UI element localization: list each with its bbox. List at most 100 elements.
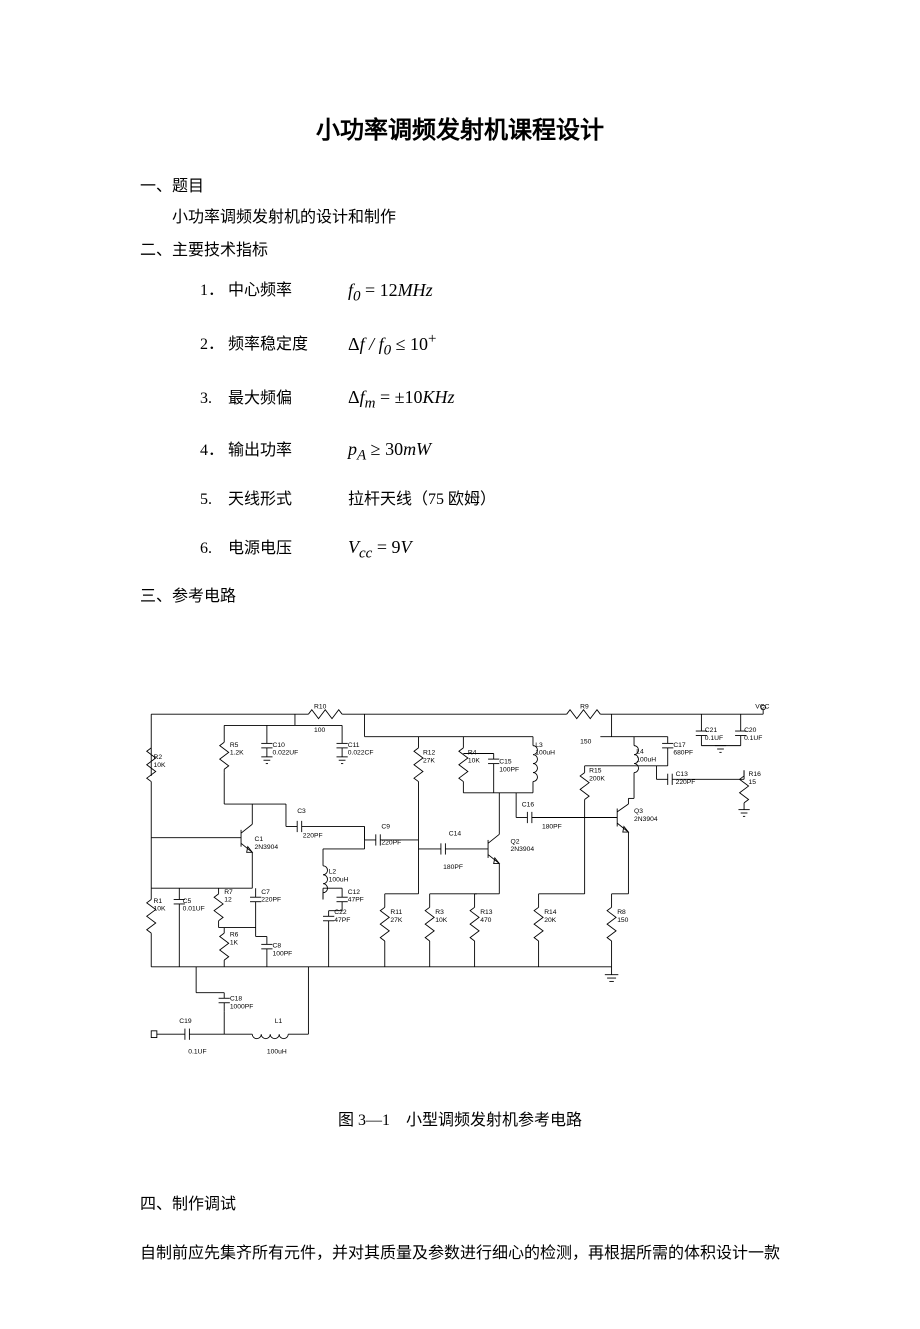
circuit-label: R2 xyxy=(153,754,162,761)
circuit-label: 100uH xyxy=(329,877,349,884)
circuit-label: C9 xyxy=(381,824,390,831)
circuit-label: C8 xyxy=(272,943,281,950)
circuit-label: R6 xyxy=(230,932,239,939)
circuit-label: 47PF xyxy=(334,917,350,924)
circuit-label: C19 xyxy=(179,1018,192,1025)
circuit-label: 10K xyxy=(435,917,447,924)
circuit-label: R15 xyxy=(589,768,602,775)
circuit-label: 0.01UF xyxy=(183,906,205,913)
circuit-label: C3 xyxy=(297,808,306,815)
circuit-label: 0.022CF xyxy=(348,750,374,757)
circuit-label: C11 xyxy=(348,742,360,749)
spec-row: 5.天线形式拉杆天线（75 欧姆） xyxy=(200,486,780,515)
circuit-label: C18 xyxy=(230,996,243,1003)
spec-formula: 拉杆天线（75 欧姆） xyxy=(348,486,496,515)
circuit-figure: R10100R9150VCCR210KR51.2KC100.022UFC110.… xyxy=(140,662,780,1092)
circuit-label: 100uH xyxy=(636,756,656,763)
circuit-diagram: R10100R9150VCCR210KR51.2KC100.022UFC110.… xyxy=(140,662,780,1092)
section2-heading: 二、主要技术指标 xyxy=(140,237,780,266)
circuit-label: 2N3904 xyxy=(255,844,279,851)
circuit-label: Q3 xyxy=(634,808,643,815)
circuit-label: 220PF xyxy=(676,779,696,786)
circuit-label: L3 xyxy=(535,742,543,749)
circuit-label: 100PF xyxy=(272,951,292,958)
circuit-label: R7 xyxy=(224,889,233,896)
circuit-label: R16 xyxy=(749,771,762,778)
spec-num: 2． xyxy=(200,331,228,360)
circuit-label: 100 xyxy=(314,727,325,734)
circuit-label: L4 xyxy=(636,749,644,756)
circuit-label: 2N3904 xyxy=(511,846,535,853)
circuit-label: C13 xyxy=(676,771,689,778)
spec-row: 6.电源电压Vcc = 9V xyxy=(200,531,780,568)
circuit-label: R3 xyxy=(435,909,444,916)
circuit-label: 680PF xyxy=(673,750,693,757)
circuit-label: 20K xyxy=(544,917,556,924)
circuit-label: 10K xyxy=(468,758,480,765)
circuit-label: 47PF xyxy=(348,897,364,904)
circuit-label: C12 xyxy=(348,889,361,896)
circuit-label: 180PF xyxy=(542,824,562,831)
circuit-label: 0.1UF xyxy=(188,1048,206,1055)
page-title: 小功率调频发射机课程设计 xyxy=(140,110,780,153)
spec-row: 3.最大频偏Δfm = ±10KHz xyxy=(200,381,780,418)
circuit-label: C1 xyxy=(255,836,264,843)
circuit-label: 15 xyxy=(749,779,757,786)
circuit-label: R14 xyxy=(544,909,557,916)
circuit-label: 10K xyxy=(153,762,165,769)
circuit-label: 0.022UF xyxy=(272,750,298,757)
spec-formula: f0 = 12MHz xyxy=(348,274,433,311)
circuit-label: R5 xyxy=(230,742,239,749)
spec-num: 5. xyxy=(200,486,228,515)
spec-row: 4．输出功率pA ≥ 30mW xyxy=(200,433,780,470)
circuit-label: 0.1UF xyxy=(744,735,762,742)
circuit-label: C14 xyxy=(449,831,462,838)
spec-num: 3. xyxy=(200,385,228,414)
circuit-label: 27K xyxy=(423,758,435,765)
section1-subtitle: 小功率调频发射机的设计和制作 xyxy=(172,204,780,233)
spec-label: 最大频偏 xyxy=(228,385,348,414)
spec-row: 1．中心频率f0 = 12MHz xyxy=(200,274,780,311)
circuit-label: 100uH xyxy=(535,750,555,757)
circuit-label: C7 xyxy=(261,889,270,896)
circuit-label: C15 xyxy=(499,759,512,766)
circuit-label: R12 xyxy=(423,750,436,757)
circuit-label: 10K xyxy=(153,906,165,913)
spec-num: 4． xyxy=(200,437,228,466)
circuit-label: R1 xyxy=(153,898,162,905)
circuit-label: 1000PF xyxy=(230,1004,254,1011)
circuit-label: 100PF xyxy=(499,767,519,774)
circuit-label: 100uH xyxy=(267,1048,287,1055)
circuit-label: R4 xyxy=(468,750,477,757)
circuit-label: 180PF xyxy=(443,864,463,871)
spec-label: 天线形式 xyxy=(228,486,348,515)
section4-para1: 自制前应先集齐所有元件，并对其质量及参数进行细心的检测，再根据所需的体积设计一款 xyxy=(140,1240,780,1269)
circuit-label: 1K xyxy=(230,940,239,947)
circuit-label: R11 xyxy=(390,909,402,916)
spec-formula: Vcc = 9V xyxy=(348,531,411,568)
spec-list: 1．中心频率f0 = 12MHz 2．频率稳定度Δf / f0 ≤ 10+ 3.最大… xyxy=(200,274,780,568)
circuit-label: C5 xyxy=(183,898,192,905)
circuit-label: 27K xyxy=(390,917,402,924)
spec-label: 中心频率 xyxy=(228,277,348,306)
circuit-label: C20 xyxy=(744,727,757,734)
circuit-label: R13 xyxy=(480,909,493,916)
circuit-label: C16 xyxy=(522,801,535,808)
section1-heading: 一、题目 xyxy=(140,173,780,202)
circuit-label: L1 xyxy=(275,1018,283,1025)
circuit-label: 1.2K xyxy=(230,750,244,757)
circuit-label: C21 xyxy=(705,727,718,734)
circuit-label: 0.1UF xyxy=(705,735,723,742)
circuit-label: 470 xyxy=(480,917,491,924)
circuit-label: C17 xyxy=(673,742,686,749)
circuit-label: 2N3904 xyxy=(634,816,658,823)
section4-heading: 四、制作调试 xyxy=(140,1191,780,1220)
circuit-label: C10 xyxy=(272,742,285,749)
circuit-label: 220PF xyxy=(261,897,281,904)
section3-heading: 三、参考电路 xyxy=(140,583,780,612)
circuit-label: Q2 xyxy=(511,838,520,845)
circuit-label: 150 xyxy=(580,739,591,746)
figure-caption: 图 3—1 小型调频发射机参考电路 xyxy=(140,1107,780,1136)
spec-row: 2．频率稳定度Δf / f0 ≤ 10+ xyxy=(200,326,780,365)
circuit-label: 220PF xyxy=(303,833,323,840)
